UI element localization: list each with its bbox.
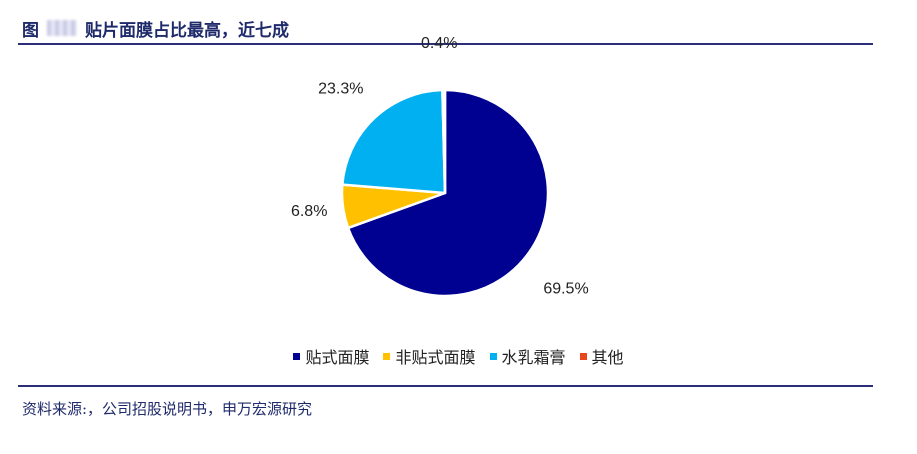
pie-slice-1 [346,88,550,298]
title-divider [18,43,873,45]
legend-swatch-4 [579,352,587,360]
legend-item-2: 非贴式面膜 [383,344,476,368]
legend-label-4: 其他 [591,348,624,367]
data-label-3: 23.3% [318,80,363,97]
legend-item-3: 水乳霜膏 [489,344,566,368]
chart-legend: 贴式面膜 非贴式面膜 水乳霜膏 其他 [0,344,917,368]
figure-title: 贴片面膜占比最高，近七成 [85,20,289,41]
legend-swatch-1 [293,352,301,360]
legend-swatch-2 [383,352,391,360]
legend-swatch-3 [489,352,497,360]
source-note: 资料来源:，公司招股说明书，申万宏源研究 [22,400,313,418]
legend-item-4: 其他 [579,344,624,368]
figure-number-redacted [47,20,77,36]
legend-label-3: 水乳霜膏 [501,348,566,367]
data-label-4: 0.4% [421,35,457,52]
data-label-2: 6.8% [291,203,327,220]
pie-chart: 69.5% 6.8% 23.3% 0.4% [291,35,589,298]
legend-item-1: 贴式面膜 [293,344,369,368]
source-divider [18,385,873,387]
pie-slice-3 [341,88,447,195]
legend-label-1: 贴式面膜 [305,348,370,367]
figure-title-row: 图 贴片面膜占比最高，近七成 [22,14,289,42]
figure-label: 图 [22,20,39,41]
legend-label-2: 非贴式面膜 [395,348,476,367]
pie-slice-4 [441,88,447,195]
data-label-1: 69.5% [543,280,588,297]
